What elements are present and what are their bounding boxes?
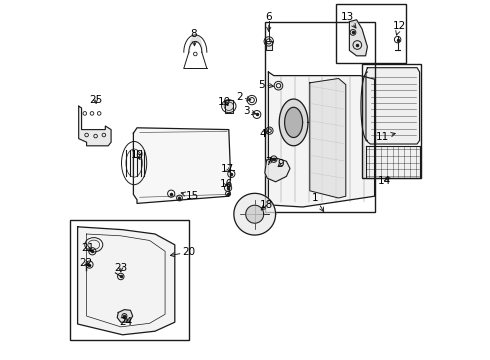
Bar [336, 4, 406, 63]
Polygon shape [117, 310, 133, 322]
Text: 9: 9 [278, 159, 284, 169]
Text: 21: 21 [81, 243, 94, 253]
Polygon shape [310, 78, 346, 198]
Text: 14: 14 [378, 176, 391, 186]
Text: 4: 4 [259, 129, 269, 139]
Polygon shape [246, 205, 264, 223]
Polygon shape [285, 107, 303, 138]
Bar [363, 64, 421, 178]
Text: 8: 8 [191, 29, 197, 46]
Text: 23: 23 [114, 263, 127, 273]
Polygon shape [265, 158, 290, 182]
Polygon shape [269, 72, 374, 207]
Polygon shape [225, 100, 233, 113]
Text: 3: 3 [243, 106, 256, 116]
Polygon shape [266, 41, 271, 50]
Polygon shape [279, 99, 308, 146]
Text: 24: 24 [120, 317, 133, 327]
Polygon shape [77, 227, 175, 335]
Text: 7: 7 [265, 157, 273, 167]
Polygon shape [79, 106, 111, 146]
Text: 16: 16 [220, 179, 233, 189]
Text: 5: 5 [259, 80, 273, 90]
Text: 6: 6 [266, 12, 272, 31]
Bar [265, 22, 375, 212]
Polygon shape [366, 146, 419, 178]
Polygon shape [349, 20, 368, 56]
Text: 25: 25 [89, 95, 102, 105]
Text: 12: 12 [393, 21, 406, 35]
Text: 1: 1 [312, 193, 324, 212]
Text: 2: 2 [236, 92, 251, 102]
Text: 13: 13 [341, 12, 356, 28]
Polygon shape [133, 128, 231, 203]
Text: 22: 22 [79, 258, 93, 268]
Polygon shape [366, 68, 419, 144]
Text: 15: 15 [181, 191, 199, 201]
Text: 19: 19 [130, 150, 144, 160]
Text: 20: 20 [171, 247, 196, 257]
Text: 18: 18 [260, 200, 273, 210]
Text: 17: 17 [220, 164, 234, 174]
Polygon shape [234, 193, 275, 235]
Text: 10: 10 [218, 97, 231, 107]
Bar [71, 220, 189, 340]
Text: 11: 11 [376, 132, 395, 142]
